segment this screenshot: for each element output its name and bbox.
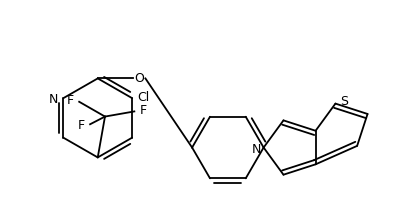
Text: Cl: Cl (137, 91, 149, 104)
Text: N: N (251, 143, 260, 156)
Text: N: N (49, 93, 58, 106)
Text: F: F (139, 104, 146, 117)
Text: F: F (67, 94, 74, 107)
Text: O: O (134, 72, 144, 85)
Text: F: F (78, 119, 85, 132)
Text: S: S (339, 95, 348, 108)
